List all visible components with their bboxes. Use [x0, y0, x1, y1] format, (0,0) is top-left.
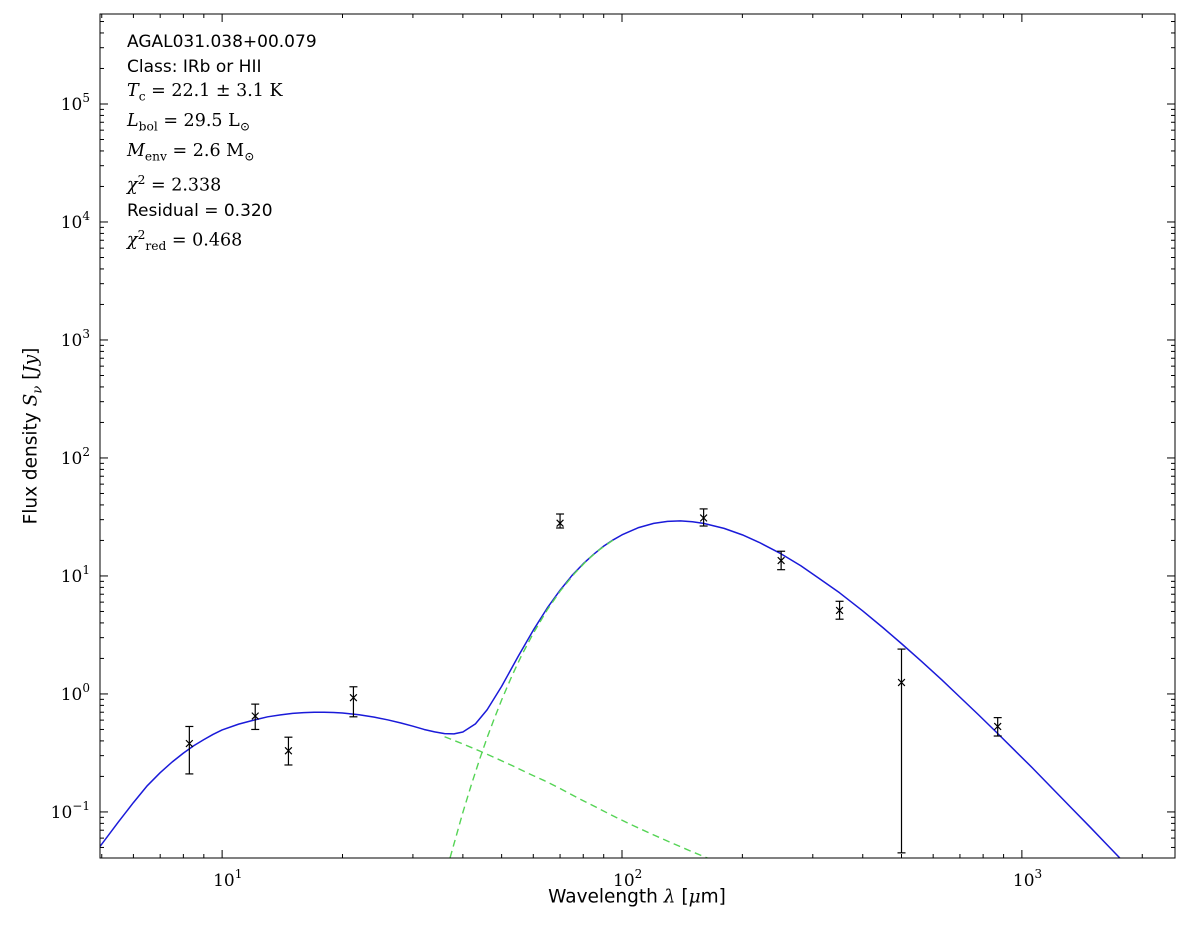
- data-point: [897, 648, 906, 854]
- tick-label: 102: [61, 445, 90, 469]
- text-segment: = 2.338: [145, 176, 222, 197]
- tick-label: 10−1: [51, 799, 90, 823]
- tick-label: 101: [213, 867, 242, 891]
- x-marker: [251, 712, 260, 720]
- text-segment: m]: [700, 886, 726, 908]
- annotation-line: χ2 = 2.338: [127, 168, 317, 198]
- text-segment: [: [675, 886, 689, 908]
- data-point: [835, 600, 844, 620]
- text-segment: λ: [663, 886, 676, 908]
- text-segment: AGAL031.038+00.079: [127, 32, 317, 52]
- model-curves: [100, 520, 1121, 858]
- tick-label: 102: [613, 867, 642, 891]
- text-segment: ⊙: [244, 148, 255, 163]
- text-segment: Jy: [20, 354, 42, 373]
- text-segment: = 22.1 ± 3.1 K: [145, 81, 283, 101]
- tick-label: 104: [61, 209, 91, 233]
- warm-component-curve: [444, 736, 710, 858]
- text-segment: = 2.6 M: [166, 140, 245, 161]
- annotation-line: Residual = 0.320: [127, 199, 317, 224]
- data-point: [284, 736, 293, 766]
- text-segment: env: [144, 148, 167, 163]
- x-marker: [284, 746, 293, 755]
- x-marker: [897, 678, 906, 687]
- text-segment: bol: [138, 119, 158, 134]
- total-model-fit-curve: [100, 520, 1121, 858]
- tick-label: 103: [1013, 867, 1042, 891]
- x-marker: [777, 556, 785, 565]
- y-axis-label: Flux density Sν [Jy]: [21, 348, 46, 525]
- x-marker: [993, 722, 1002, 731]
- data-point: [251, 703, 260, 731]
- x-marker: [835, 606, 844, 615]
- annotation-line: Tc = 22.1 ± 3.1 K: [127, 79, 317, 109]
- text-segment: 2: [137, 228, 146, 243]
- annotation-line: Lbol = 29.5 L⊙: [127, 109, 317, 139]
- data-point: [699, 508, 708, 527]
- x-marker: [185, 739, 194, 748]
- annotation-line: Class: IRb or HII: [127, 55, 317, 80]
- text-segment: = 29.5 L: [157, 110, 240, 131]
- tick-label: 101: [61, 563, 90, 587]
- text-segment: μ: [688, 886, 701, 908]
- x-marker: [349, 693, 358, 702]
- annotation-line: χ2red = 0.468: [127, 223, 317, 259]
- text-segment: Flux density: [20, 406, 42, 525]
- text-segment: Wavelength: [548, 886, 664, 908]
- x-marker: [556, 519, 564, 528]
- text-segment: = 0.468: [166, 230, 243, 251]
- text-segment: Residual = 0.320: [127, 200, 273, 221]
- tick-label: 100: [61, 681, 90, 705]
- text-segment: ⊙: [239, 119, 250, 134]
- text-segment: M: [127, 140, 145, 161]
- tick-label: 105: [61, 91, 90, 115]
- annotation-line: AGAL031.038+00.079: [127, 30, 317, 55]
- text-segment: T: [127, 81, 139, 101]
- data-point: [185, 725, 194, 775]
- x-axis-label: Wavelength λ [μm]: [548, 887, 726, 908]
- cold-component-curve: [449, 539, 614, 858]
- tick-label: 103: [61, 327, 90, 351]
- text-segment: χ: [127, 176, 138, 197]
- text-segment: ]: [20, 347, 42, 355]
- text-segment: Class: IRb or HII: [127, 56, 262, 77]
- text-segment: red: [145, 239, 167, 254]
- text-segment: S: [20, 393, 42, 407]
- annotation-line: Menv = 2.6 M⊙: [127, 139, 317, 169]
- photometry-points: [185, 508, 1002, 854]
- plot-frame: [99, 13, 1176, 859]
- text-segment: c: [138, 89, 146, 104]
- data-point: [349, 686, 358, 718]
- x-marker: [699, 514, 708, 522]
- text-segment: [: [20, 372, 42, 386]
- data-point: [777, 550, 786, 571]
- data-point: [556, 513, 565, 529]
- text-segment: L: [127, 110, 139, 131]
- data-point: [993, 717, 1002, 737]
- text-segment: 2: [137, 173, 146, 188]
- annotation-block: AGAL031.038+00.079 Class: IRb or HII Tc = …: [127, 30, 317, 259]
- text-segment: χ: [127, 230, 138, 251]
- text-segment: ν: [30, 385, 46, 394]
